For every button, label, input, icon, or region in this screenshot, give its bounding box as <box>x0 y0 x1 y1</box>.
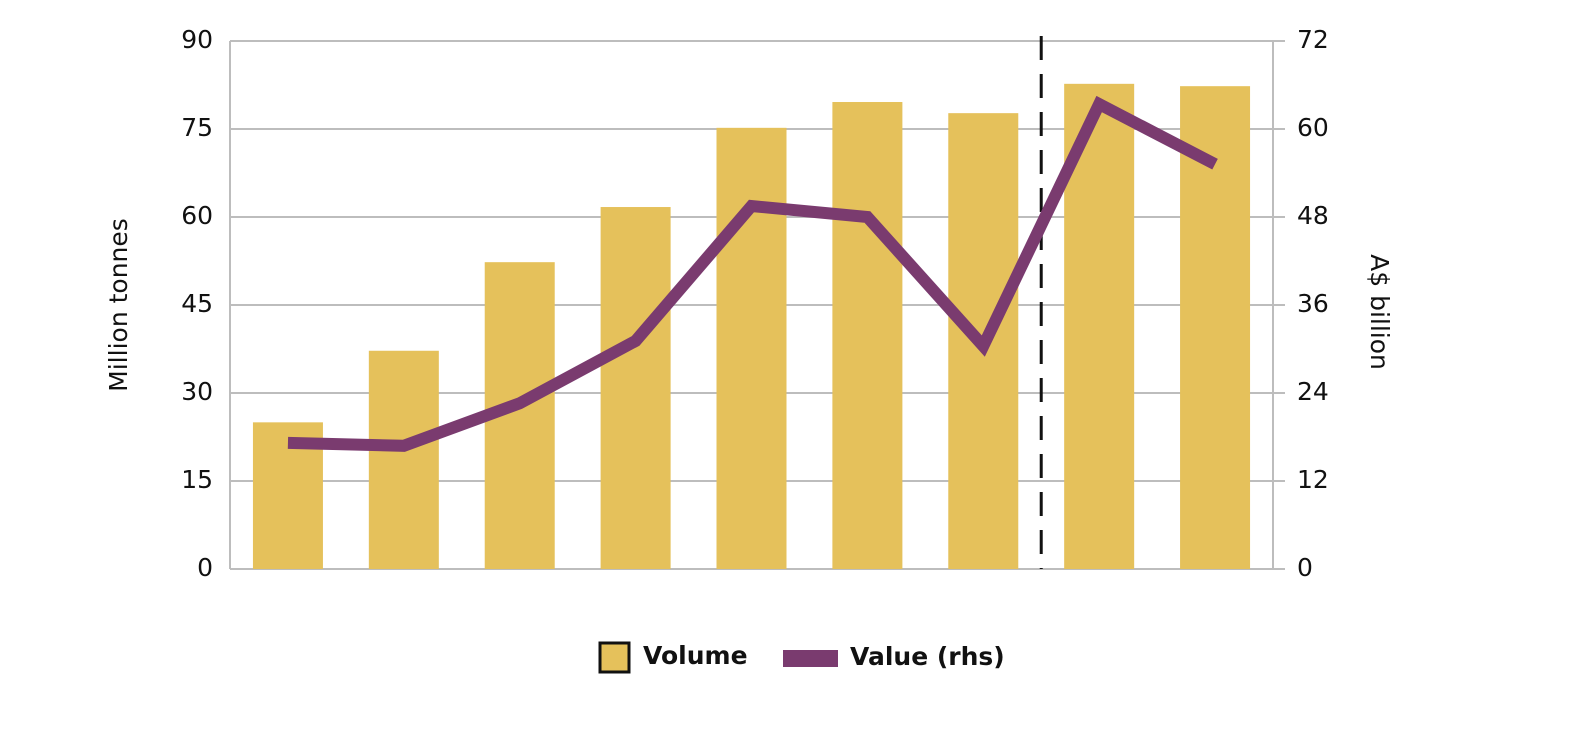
y-tick-label: 0 <box>197 553 213 582</box>
bar <box>368 350 439 569</box>
y2-tick-label: 12 <box>1297 465 1329 494</box>
y-tick-label: 75 <box>181 113 213 142</box>
y-tick-label: 90 <box>181 25 213 54</box>
bar <box>832 102 903 569</box>
y-tick-label: 15 <box>181 465 213 494</box>
legend-label: Value (rhs) <box>850 642 1005 671</box>
legend-swatch <box>783 650 838 667</box>
y2-tick-label: 36 <box>1297 289 1329 318</box>
y-axis-label: Million tonnes <box>104 218 133 392</box>
y-tick-label: 45 <box>181 289 213 318</box>
y2-tick-label: 24 <box>1297 377 1329 406</box>
legend-swatch <box>598 641 631 674</box>
y-tick-label: 30 <box>181 377 213 406</box>
y2-tick-label: 60 <box>1297 113 1329 142</box>
y2-tick-label: 48 <box>1297 201 1329 230</box>
y2-tick-label: 0 <box>1297 553 1313 582</box>
y-tick-label: 60 <box>181 201 213 230</box>
y2-axis-label: A$ billion <box>1365 254 1394 370</box>
bar <box>716 127 787 570</box>
y2-tick-label: 72 <box>1297 25 1329 54</box>
bar <box>600 207 671 569</box>
legend-label: Volume <box>643 641 748 670</box>
line <box>287 95 1218 452</box>
bar <box>1180 86 1251 569</box>
